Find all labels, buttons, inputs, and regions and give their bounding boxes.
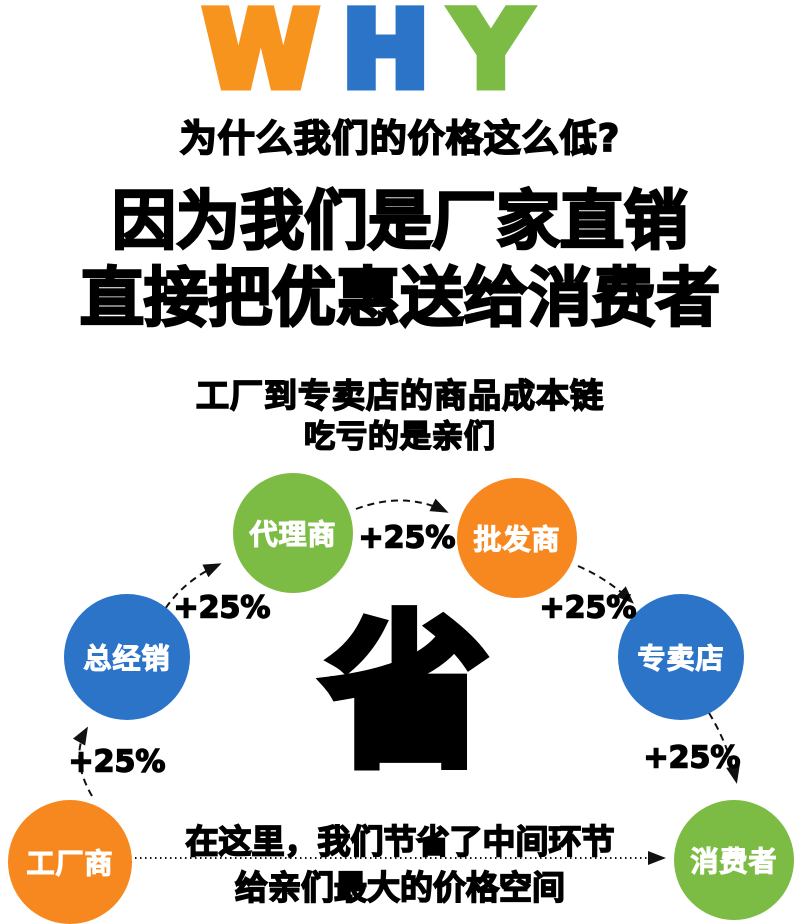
why-logo: WHY: [0, 0, 756, 111]
node-general-distributor-label: 总经销: [83, 642, 171, 676]
main-headline: 因为我们是厂家直销 直接把优惠送给消费者: [0, 184, 800, 338]
headline-line-1: 因为我们是厂家直销: [111, 184, 690, 261]
node-specialty-store-label: 专卖店: [637, 642, 725, 676]
increment-label-wholesaler-store: +25%: [539, 590, 637, 627]
node-specialty-store: 专卖店: [618, 594, 744, 720]
headline-line-2: 直接把优惠送给消费者: [79, 261, 722, 338]
question-subtitle: 为什么我们的价格这么低?: [179, 116, 621, 161]
node-general-distributor: 总经销: [64, 594, 190, 720]
chain-title: 工厂到专卖店的商品成本链: [195, 375, 604, 416]
node-factory-label: 工厂商: [26, 847, 114, 881]
node-agent: 代理商: [233, 473, 353, 593]
logo-letter-w: W: [199, 0, 343, 111]
logo-letter-y: Y: [449, 0, 553, 111]
chain-subtitle: 吃亏的是亲们: [303, 418, 496, 456]
increment-label-store-consumer: +25%: [643, 740, 741, 777]
node-agent-label: 代理商: [249, 518, 337, 552]
increment-label-distributor-agent: +25%: [173, 590, 271, 627]
node-factory: 工厂商: [8, 800, 132, 924]
node-consumer-label: 消费者: [690, 845, 778, 879]
node-wholesaler-label: 批发商: [473, 523, 561, 557]
footer-line-1: 在这里，我们节省了中间环节: [185, 821, 616, 862]
footer-line-2: 给亲们最大的价格空间: [234, 867, 566, 908]
increment-label-agent-wholesaler: +25%: [358, 520, 456, 557]
increment-label-factory-distributor: +25%: [68, 744, 166, 781]
save-character: 省: [319, 598, 493, 792]
logo-letter-h: H: [338, 0, 454, 111]
arrow-agent-to-wholesaler: [355, 498, 449, 513]
node-wholesaler: 批发商: [457, 478, 577, 598]
node-consumer: 消费者: [674, 800, 794, 920]
